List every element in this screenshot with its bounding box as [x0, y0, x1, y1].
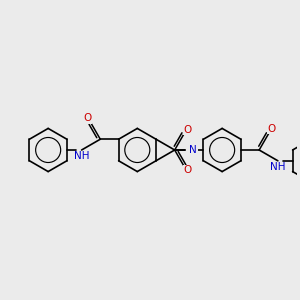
Text: O: O [83, 113, 92, 124]
Text: N: N [189, 145, 197, 155]
Text: NH: NH [270, 162, 286, 172]
Text: O: O [183, 165, 192, 175]
Text: O: O [267, 124, 275, 134]
Text: O: O [183, 125, 192, 135]
Text: NH: NH [74, 151, 89, 161]
